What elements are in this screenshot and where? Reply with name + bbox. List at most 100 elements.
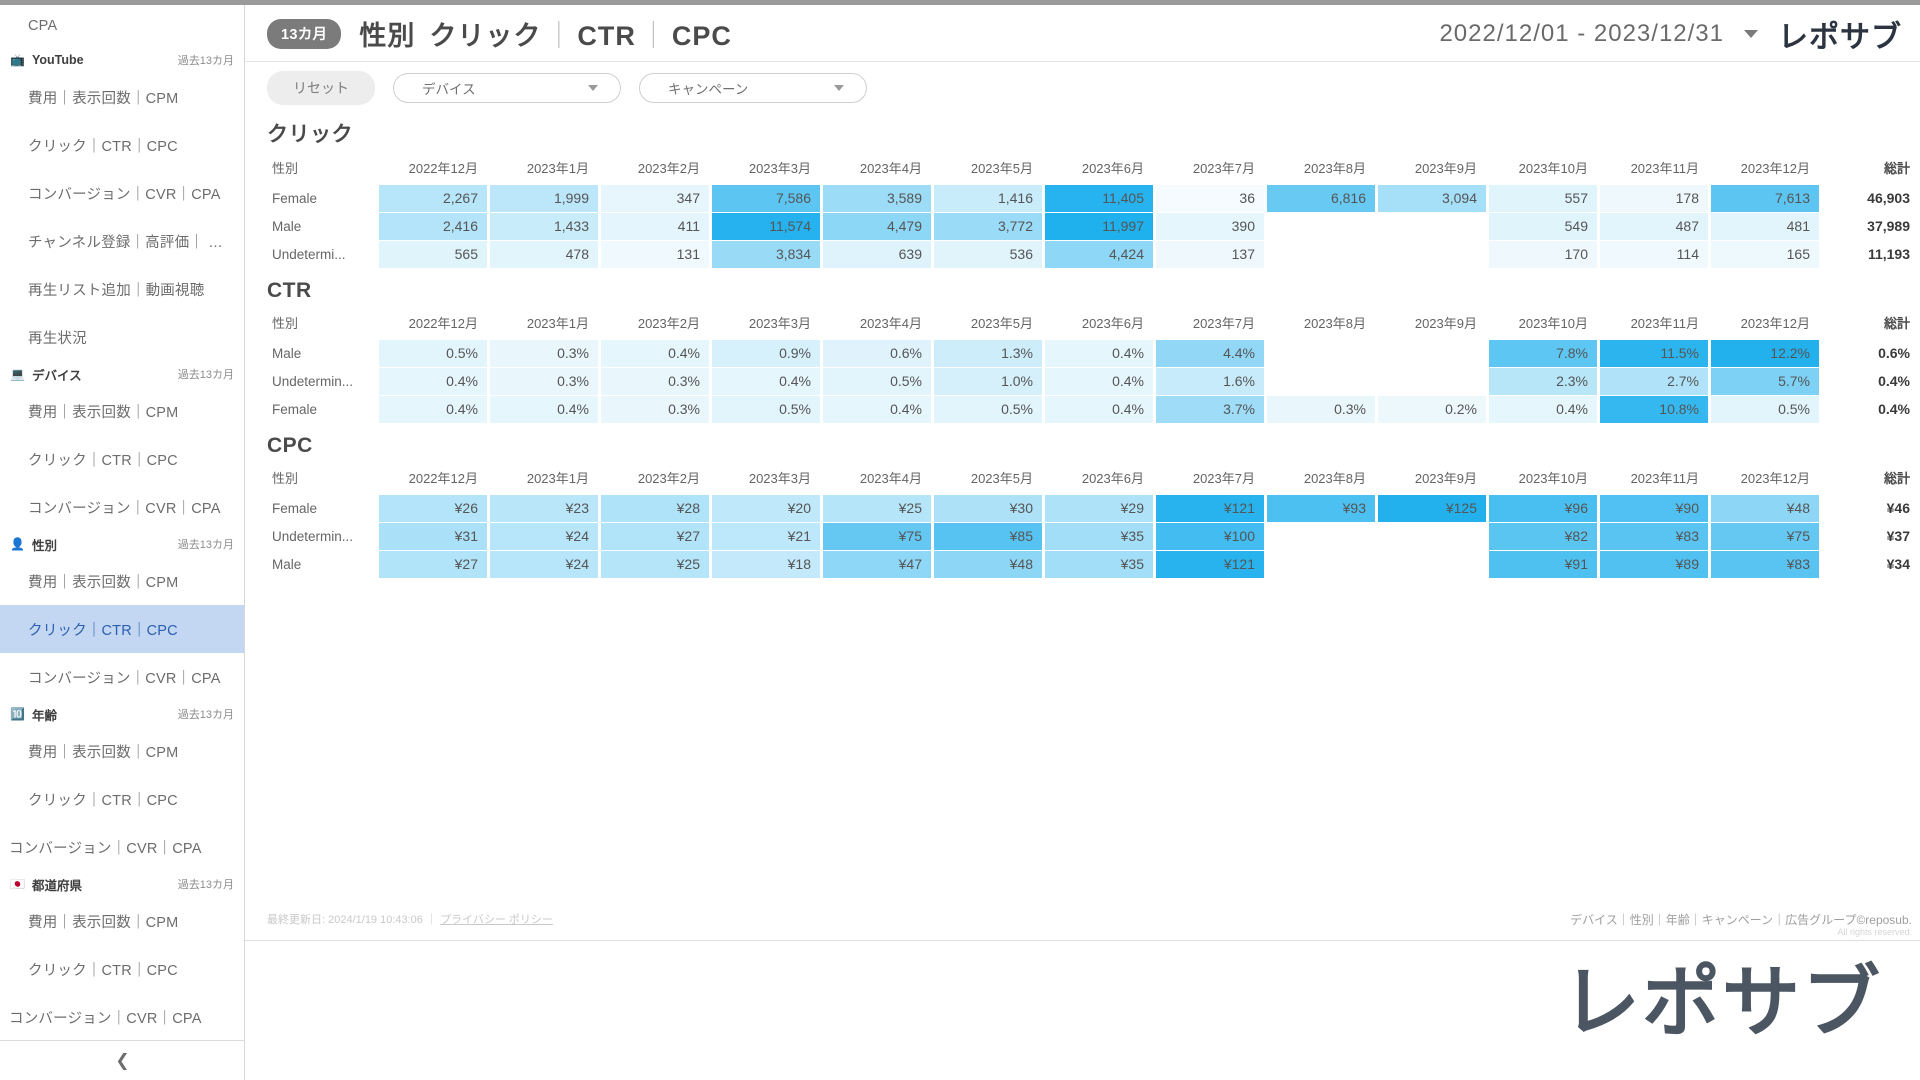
data-cell: 165: [1711, 241, 1819, 268]
column-header: 2023年8月: [1303, 471, 1366, 486]
data-cell: 0.3%: [490, 340, 598, 367]
sidebar-item-性別-2[interactable]: コンバージョン｜CVR｜CPA: [0, 653, 244, 701]
row-dimension-header: 性別: [272, 471, 299, 486]
data-cell: 114: [1600, 241, 1708, 268]
data-cell: 7,613: [1711, 185, 1819, 212]
data-cell: [1378, 523, 1486, 550]
column-header: 2023年11月: [1630, 471, 1699, 486]
sidebar-item-label: 費用｜表示回数｜CPM: [28, 744, 179, 761]
campaign-filter-dropdown[interactable]: キャンペーン: [639, 73, 867, 103]
sidebar-item-YouTube-2[interactable]: コンバージョン｜CVR｜CPA: [0, 169, 244, 217]
data-cell: 0.4%: [1045, 396, 1153, 423]
data-cell: 0.9%: [712, 340, 820, 367]
sidebar-nav: CPA 📺 YouTube 過去13カ月 費用｜表示回数｜CPM クリック｜CTR｜CP…: [0, 5, 245, 1080]
column-header: 2023年4月: [859, 471, 922, 486]
privacy-policy-link[interactable]: プライバシー ポリシー: [440, 914, 553, 926]
table-row: Female 2,267 1,999 347 7,586 3,589 1,416 11,405…: [270, 185, 1914, 212]
sidebar-item-都道府県-2[interactable]: コンバージョン｜CVR｜CPA: [0, 993, 244, 1041]
row-total: 46,903: [1867, 190, 1910, 206]
table-header-row: 性別 2022年12月 2023年1月 2023年2月 2023年3月 2023年4月 20…: [270, 310, 1914, 339]
column-header: 2023年5月: [970, 471, 1033, 486]
page-header: 13カ月 性別 クリック｜ CTR ｜ CPC 2022/12/01 - 2023/12…: [245, 5, 1920, 62]
data-cell: [1267, 551, 1375, 578]
data-cell: 4.4%: [1156, 340, 1264, 367]
column-header: 2023年2月: [637, 316, 700, 331]
table-row: Undetermin... 0.4% 0.3% 0.3% 0.4% 0.5% 1.0% 0.4…: [270, 368, 1914, 395]
data-cell: ¥24: [490, 523, 598, 550]
sidebar-item-デバイス-2[interactable]: コンバージョン｜CVR｜CPA: [0, 483, 244, 531]
table-row: Male ¥27 ¥24 ¥25 ¥18 ¥47 ¥48 ¥35 ¥121 ¥91 ¥89 ¥83 ¥3…: [270, 551, 1914, 578]
data-cell: ¥82: [1489, 523, 1597, 550]
data-cell: ¥83: [1600, 523, 1708, 550]
ten-badge-icon: 🔟: [10, 707, 25, 721]
sidebar-item-label: コンバージョン｜CVR｜CPA: [9, 1010, 202, 1027]
page-title: 性別 クリック｜ CTR ｜ CPC: [359, 14, 732, 53]
last-updated-text: 最終更新日: 2024/1/19 10:43:06: [267, 914, 423, 926]
row-label: Female: [272, 190, 318, 206]
sidebar-item-都道府県-0[interactable]: 費用｜表示回数｜CPM: [0, 897, 244, 945]
sidebar-item-年齢-0[interactable]: 費用｜表示回数｜CPM: [0, 727, 244, 775]
data-cell: 178: [1600, 185, 1708, 212]
sidebar-item-YouTube-0[interactable]: 費用｜表示回数｜CPM: [0, 73, 244, 121]
sidebar-group-note: 過去13カ月: [177, 55, 234, 67]
sidebar-item-年齢-2[interactable]: コンバージョン｜CVR｜CPA: [0, 823, 244, 871]
column-header: 2023年8月: [1303, 316, 1366, 331]
total-column-header: 総計: [1883, 471, 1910, 486]
data-cell: 565: [379, 241, 487, 268]
data-cell: 0.5%: [379, 340, 487, 367]
laptop-icon: 💻: [10, 367, 25, 381]
sidebar-item-年齢-1[interactable]: クリック｜CTR｜CPC: [0, 775, 244, 823]
data-cell: 2,267: [379, 185, 487, 212]
sidebar-item-label: コンバージョン｜CVR｜CPA: [28, 186, 221, 203]
watermark-logo: レポサブ: [1561, 958, 1882, 1046]
sidebar-item-デバイス-1[interactable]: クリック｜CTR｜CPC: [0, 435, 244, 483]
sidebar-item-デバイス-0[interactable]: 費用｜表示回数｜CPM: [0, 387, 244, 435]
table-header-row: 性別 2022年12月 2023年1月 2023年2月 2023年3月 2023年4月 20…: [270, 465, 1914, 494]
data-cell: 137: [1156, 241, 1264, 268]
data-cell: ¥48: [934, 551, 1042, 578]
data-cell: ¥27: [601, 523, 709, 550]
column-header: 2023年5月: [970, 316, 1033, 331]
metric-table: 性別 2022年12月 2023年1月 2023年2月 2023年3月 2023年4月 20…: [267, 309, 1917, 424]
sidebar-item-cpa[interactable]: CPA: [0, 5, 244, 47]
data-cell: 11,405: [1045, 185, 1153, 212]
data-cell: [1378, 213, 1486, 240]
chevron-down-icon[interactable]: [1744, 29, 1758, 38]
footer-right-links[interactable]: デバイス｜性別｜年齢｜キャンペーン｜広告グループ©reposub.: [1570, 913, 1912, 927]
sidebar-group-title: 性別: [32, 538, 58, 553]
date-range-display[interactable]: 2022/12/01 - 2023/12/31: [1439, 19, 1724, 47]
metric-table: 性別 2022年12月 2023年1月 2023年2月 2023年3月 2023年4月 20…: [267, 464, 1917, 579]
data-cell: 481: [1711, 213, 1819, 240]
sidebar-item-label: クリック｜CTR｜CPC: [28, 622, 178, 639]
sidebar-item-YouTube-4[interactable]: 再生リスト追加｜動画視聴: [0, 265, 244, 313]
data-cell: 1.0%: [934, 368, 1042, 395]
data-cell: 536: [934, 241, 1042, 268]
sidebar-item-YouTube-5[interactable]: 再生状況: [0, 313, 244, 361]
column-header: 2023年3月: [748, 471, 811, 486]
data-cell: [1378, 241, 1486, 268]
sidebar-item-性別-0[interactable]: 費用｜表示回数｜CPM: [0, 557, 244, 605]
column-header: 2023年5月: [970, 161, 1033, 176]
row-label: Female: [272, 500, 318, 516]
data-cell: ¥29: [1045, 495, 1153, 522]
row-label: Male: [272, 556, 302, 572]
data-cell: 5.7%: [1711, 368, 1819, 395]
data-cell: 0.4%: [1045, 340, 1153, 367]
device-filter-dropdown[interactable]: デバイス: [393, 73, 621, 103]
sidebar-group-デバイス: 💻 デバイス 過去13カ月: [0, 361, 244, 387]
sidebar-item-label: コンバージョン｜CVR｜CPA: [28, 500, 221, 517]
data-cell: 1.3%: [934, 340, 1042, 367]
filter-bar: リセット デバイス キャンペーン: [245, 62, 1920, 114]
column-header: 2023年12月: [1740, 471, 1810, 486]
sidebar-item-都道府県-1[interactable]: クリック｜CTR｜CPC: [0, 945, 244, 993]
tv-icon: 📺: [10, 53, 25, 67]
reset-button[interactable]: リセット: [267, 71, 375, 105]
metric-title: クリック: [267, 123, 353, 146]
sidebar-item-YouTube-1[interactable]: クリック｜CTR｜CPC: [0, 121, 244, 169]
data-cell: 639: [823, 241, 931, 268]
row-total: ¥37: [1886, 528, 1910, 544]
sidebar-item-性別-1[interactable]: クリック｜CTR｜CPC: [0, 605, 244, 653]
sidebar-item-label: クリック｜CTR｜CPC: [28, 138, 178, 155]
sidebar-collapse-button[interactable]: ❮: [0, 1040, 244, 1080]
sidebar-item-YouTube-3[interactable]: チャンネル登録｜高評価｜ …: [0, 217, 244, 265]
